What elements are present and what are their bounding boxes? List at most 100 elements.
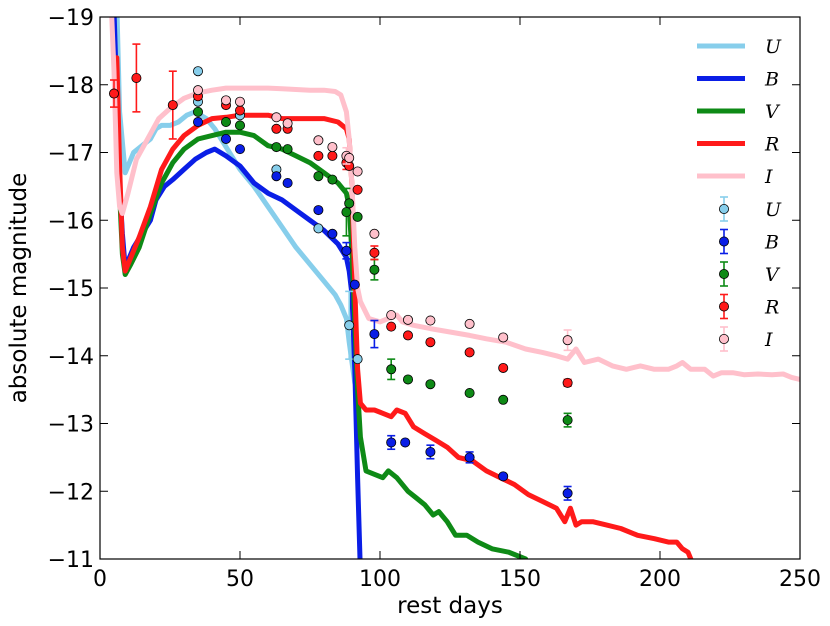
obs-marker — [425, 315, 436, 326]
observation-points — [109, 43, 573, 501]
legend-marker-V — [719, 268, 730, 279]
obs-point-V — [498, 394, 509, 405]
obs-point-B — [192, 117, 203, 128]
obs-marker — [313, 223, 324, 234]
obs-point-R — [109, 79, 120, 108]
obs-point-I — [352, 166, 363, 177]
obs-marker — [386, 321, 397, 332]
obs-point-B — [425, 444, 436, 460]
obs-marker — [402, 330, 413, 341]
obs-point-R — [562, 377, 573, 388]
obs-marker — [327, 150, 338, 161]
obs-marker — [344, 152, 355, 163]
obs-point-I — [562, 329, 573, 352]
obs-marker — [220, 133, 231, 144]
legend-label: R — [764, 134, 779, 156]
obs-marker — [271, 123, 282, 134]
obs-point-B — [234, 144, 245, 155]
y-tick-label: −13 — [48, 413, 94, 438]
obs-point-I — [327, 142, 338, 153]
obs-marker — [131, 72, 142, 83]
obs-point-I — [282, 118, 293, 129]
obs-marker — [234, 96, 245, 107]
obs-marker — [234, 144, 245, 155]
x-tick-label: 150 — [499, 567, 541, 592]
obs-marker — [562, 377, 573, 388]
legend-marker-U — [719, 203, 730, 214]
legend-marker-B — [719, 236, 730, 247]
obs-point-U — [192, 66, 203, 77]
obs-point-B — [313, 205, 324, 216]
legend-label: V — [765, 264, 781, 286]
obs-marker — [271, 171, 282, 182]
legend-label: B — [764, 232, 779, 254]
obs-point-R — [402, 330, 413, 341]
obs-marker — [498, 394, 509, 405]
y-tick-label: −14 — [48, 345, 94, 370]
x-tick-label: 50 — [226, 567, 254, 592]
y-tick-label: −19 — [48, 6, 94, 31]
obs-marker — [192, 106, 203, 117]
obs-point-V — [327, 174, 338, 185]
obs-point-V — [344, 198, 355, 209]
obs-point-I — [425, 315, 436, 326]
obs-point-V — [313, 171, 324, 182]
obs-point-R — [464, 347, 475, 358]
legend-label: B — [764, 69, 779, 91]
obs-marker — [313, 171, 324, 182]
obs-point-B — [386, 434, 397, 451]
legend-marker-R — [719, 301, 730, 312]
obs-point-R — [352, 184, 363, 195]
obs-marker — [220, 95, 231, 106]
model-line-I — [109, 17, 800, 382]
legend-label: U — [765, 36, 782, 58]
obs-marker — [562, 335, 573, 346]
obs-marker — [341, 207, 352, 218]
obs-point-V — [425, 379, 436, 390]
obs-marker — [425, 337, 436, 348]
obs-marker — [498, 332, 509, 343]
x-tick-label: 100 — [359, 567, 401, 592]
obs-point-B — [220, 133, 231, 144]
obs-point-V — [386, 358, 397, 381]
obs-point-R — [386, 321, 397, 332]
obs-point-R — [271, 123, 282, 134]
obs-marker — [352, 354, 363, 365]
model-line-B — [111, 17, 363, 559]
obs-marker — [109, 88, 120, 99]
x-tick-label: 0 — [93, 567, 107, 592]
obs-marker — [341, 245, 352, 256]
y-tick-label: −16 — [48, 209, 94, 234]
obs-point-B — [498, 471, 509, 482]
obs-marker — [271, 142, 282, 153]
obs-marker — [234, 120, 245, 131]
obs-point-B — [464, 451, 475, 464]
obs-marker — [344, 320, 355, 331]
obs-marker — [234, 105, 245, 116]
obs-point-B — [369, 319, 380, 349]
obs-marker — [369, 329, 380, 340]
obs-point-B — [271, 171, 282, 182]
axis-ticks: 0 50 100 150 200 250 −19 −18 −17 −16 −15 −14 −13 −12 −… — [48, 6, 821, 592]
obs-point-R — [313, 150, 324, 161]
obs-marker — [313, 150, 324, 161]
obs-point-U — [313, 223, 324, 234]
obs-point-V — [402, 374, 413, 385]
obs-point-B — [282, 177, 293, 188]
y-tick-label: −15 — [48, 277, 94, 302]
obs-marker — [562, 488, 573, 499]
obs-marker — [327, 228, 338, 239]
x-tick-label: 200 — [639, 567, 681, 592]
obs-marker — [192, 117, 203, 128]
obs-marker — [192, 85, 203, 96]
obs-point-I — [369, 228, 380, 239]
obs-point-I — [344, 152, 355, 163]
obs-point-V — [369, 258, 380, 281]
obs-point-V — [220, 117, 231, 128]
obs-point-R — [498, 362, 509, 373]
legend-label: I — [764, 166, 773, 188]
obs-marker — [386, 364, 397, 375]
obs-marker — [562, 415, 573, 426]
